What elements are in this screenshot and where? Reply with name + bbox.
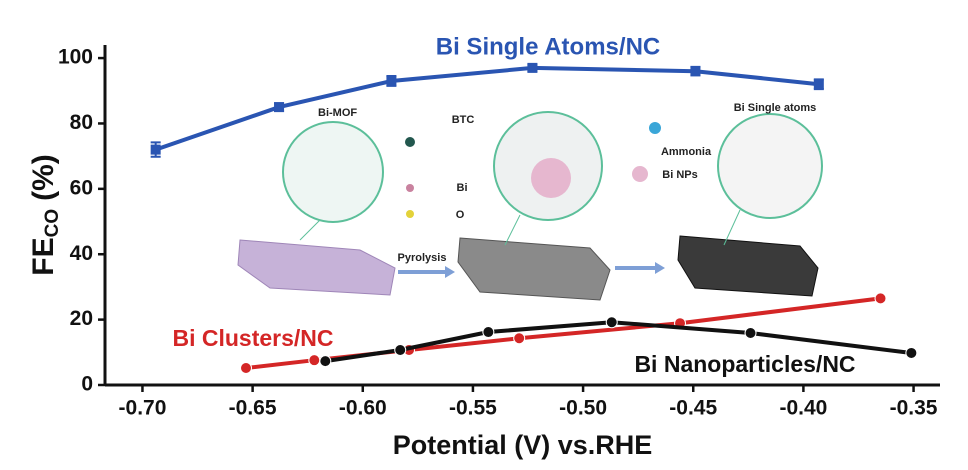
- inset-illustration: Bi-MOF BTC Bi O Pyrolysis Ammonia Bi NPs Bi Sin…: [237, 102, 823, 301]
- zoom-circle: [717, 113, 823, 219]
- x-tick-label: -0.65: [229, 397, 277, 420]
- marker: [386, 75, 397, 86]
- y-tick-label: 60: [70, 176, 93, 199]
- y-tick-label: 80: [70, 111, 93, 134]
- y-axis-title-part: FE: [27, 237, 60, 275]
- x-tick-label: -0.60: [339, 397, 387, 420]
- marker: [394, 344, 407, 357]
- carbon-sheet: [457, 237, 611, 301]
- marker: [527, 62, 538, 73]
- zoom-circle: [282, 121, 384, 223]
- x-axis-title: Potential (V) vs.RHE: [393, 430, 653, 460]
- zoom-line: [723, 209, 741, 246]
- legend-dot: [632, 166, 648, 182]
- series-line: [245, 296, 881, 370]
- arrow-head: [445, 266, 455, 278]
- marker: [150, 144, 161, 155]
- x-tick-label: -0.40: [779, 397, 827, 420]
- zoom-line: [504, 214, 521, 246]
- marker: [874, 292, 887, 305]
- x-tick-label: -0.45: [669, 397, 717, 420]
- marker: [513, 332, 526, 345]
- arrow-head: [655, 262, 665, 274]
- y-tick-label: 40: [70, 242, 93, 265]
- bi-np: [531, 158, 571, 198]
- y-tick-label: 100: [58, 46, 93, 69]
- x-tick-label: -0.50: [559, 397, 607, 420]
- series-line: [155, 65, 820, 152]
- series-label: Bi Single Atoms/NC: [436, 33, 660, 60]
- marker: [813, 79, 824, 90]
- carbon-sheet: [677, 235, 819, 297]
- x-tick-label: -0.70: [119, 397, 167, 420]
- inset-label: Bi-MOF: [318, 107, 357, 119]
- marker: [240, 362, 253, 374]
- marker: [905, 346, 918, 359]
- series-label: Bi Nanoparticles/NC: [634, 351, 855, 377]
- inset-label: Ammonia: [661, 146, 712, 158]
- legend-dot: [406, 184, 414, 192]
- marker: [274, 102, 285, 113]
- y-axis-title: FECO (%): [27, 154, 63, 276]
- inset-label: Bi NPs: [662, 169, 697, 181]
- x-tick-label: -0.55: [449, 397, 497, 420]
- marker: [482, 326, 495, 339]
- legend-dot: [406, 210, 414, 218]
- inset-label: BTC: [452, 114, 475, 126]
- marker: [690, 66, 701, 77]
- marker: [744, 327, 757, 340]
- inset-label: Bi Single atoms: [734, 102, 817, 114]
- x-tick-label: -0.35: [890, 397, 938, 420]
- series-line: [325, 320, 912, 364]
- legend-dot: [649, 122, 661, 134]
- marker: [319, 355, 332, 368]
- series-label: Bi Clusters/NC: [172, 325, 333, 351]
- inset-label: O: [456, 209, 465, 221]
- zoom-line: [299, 219, 321, 241]
- y-tick-label: 20: [70, 307, 93, 330]
- marker: [308, 354, 321, 367]
- inset-label: Pyrolysis: [398, 252, 447, 264]
- legend-dot: [405, 137, 415, 147]
- inset-label: Bi: [457, 182, 468, 194]
- y-axis-title-part: (%): [27, 154, 60, 201]
- y-axis-title-sub: CO: [42, 209, 63, 238]
- y-tick-label: 0: [81, 373, 93, 396]
- marker: [605, 316, 618, 329]
- mof-sheet: [237, 239, 396, 296]
